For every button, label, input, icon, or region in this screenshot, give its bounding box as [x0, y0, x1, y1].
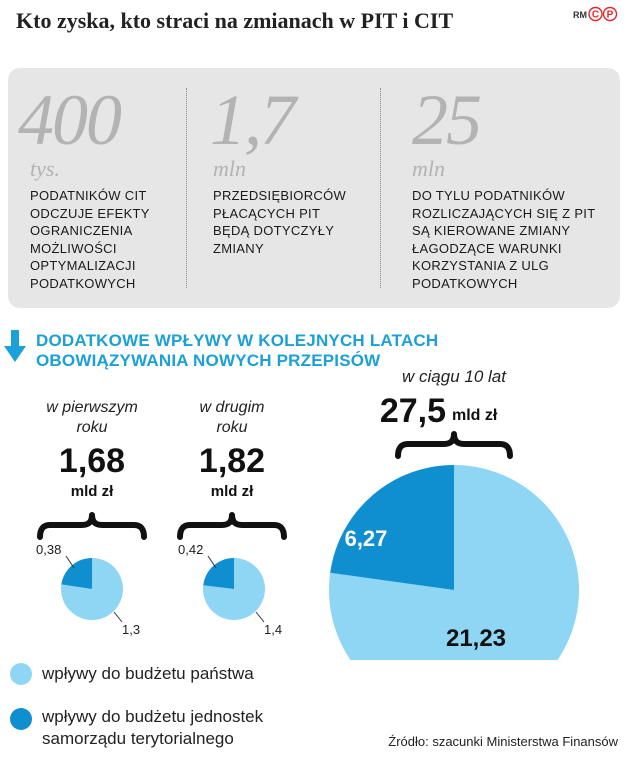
brace: [37, 512, 147, 540]
text-line: BĘDĄ DOTYCZYŁY: [213, 223, 335, 238]
stat-number-taxpayers: 25: [412, 80, 482, 160]
text-line: OPTYMALIZACJI: [30, 258, 136, 273]
text-line: PŁACĄCYCH PIT: [213, 205, 321, 221]
total-unit: mld zł: [211, 483, 254, 500]
total-unit: mld zł: [71, 483, 114, 500]
total-unit: mld zł: [452, 407, 498, 424]
brace: [395, 431, 513, 459]
text-line: DODATKOWE WPŁYWY W KOLEJNYCH LATACH: [36, 331, 439, 350]
text-line: wpływy do budżetu jednostek: [42, 707, 264, 726]
period-label: w drugim: [200, 399, 265, 416]
text-line: MOŻLIWOŚCI: [30, 240, 117, 256]
text-line: KORZYSTANIA Z ULG: [412, 258, 550, 273]
text-line: wpływy do budżetu państwa: [42, 664, 254, 683]
text-line: ŁAGODZĄCE WARUNKI: [412, 240, 562, 256]
arrow-down-icon: [4, 330, 26, 362]
brace: [177, 512, 287, 540]
text-line: OGRANICZENIA: [30, 223, 133, 238]
stat-number-pit: 1,7: [210, 80, 296, 160]
text-line: PODATKOWYCH: [30, 275, 136, 291]
stat-desc-taxpayers: DO TYLU PODATNIKÓW ROZLICZAJĄCYCH SIĘ Z P…: [412, 187, 595, 292]
stat-unit-taxpayers: mln: [412, 156, 445, 181]
data-label: 6,27: [345, 526, 388, 551]
text-line: SĄ KIEROWANE ZMIANY: [412, 223, 571, 238]
data-label: 0,38: [36, 542, 61, 557]
source-note: Źródło: szacunki Ministerstwa Finansów: [388, 734, 618, 749]
copyright-icon: C P: [588, 6, 618, 22]
stats-divider: [380, 88, 381, 288]
label-leader: [255, 611, 265, 623]
total-value: 1,68: [59, 442, 125, 480]
pie-slice-local: [61, 558, 92, 589]
pie-slice-local: [203, 558, 234, 589]
label-leader: [113, 611, 123, 623]
data-label: 1,3: [122, 622, 140, 637]
stat-desc-cit: PODATNIKÓW CIT ODCZUJE EFEKTY OGRANICZENIA…: [30, 187, 150, 292]
pie-slice-state: [203, 558, 265, 620]
stat-unit-cit: tys.: [30, 156, 60, 181]
pie-slice-state: [61, 558, 123, 620]
stats-panel: [8, 68, 620, 308]
page-title: Kto zyska, kto straci na zmianach w PIT …: [16, 8, 454, 33]
text-line: samorządu terytorialnego: [42, 729, 234, 748]
text-line: PRZEDSIĘBIORCÓW: [213, 188, 347, 203]
period-label: roku: [216, 419, 247, 436]
text-line: OBOWIĄZYWANIA NOWYCH PRZEPISÓW: [36, 351, 381, 370]
legend-label-state: wpływy do budżetu państwa: [42, 663, 254, 685]
pie-slice-state: [329, 465, 579, 660]
data-label: 0,42: [178, 542, 203, 557]
stats-divider: [186, 88, 187, 288]
svg-text:C: C: [592, 10, 599, 21]
svg-text:P: P: [607, 10, 614, 21]
legend-swatch-state: [10, 663, 32, 685]
label-leader: [207, 555, 217, 569]
period-label: roku: [76, 419, 107, 436]
legend-swatch-local: [10, 708, 32, 730]
text-line: PODATKOWYCH: [412, 275, 518, 291]
text-line: ZMIANY: [213, 240, 264, 256]
data-label: 1,4: [264, 622, 282, 637]
period-label: w pierwszym: [46, 399, 138, 416]
legend-label-local: wpływy do budżetu jednostek samorządu ter…: [42, 706, 263, 750]
period-label: w ciągu 10 lat: [402, 367, 507, 386]
section-heading: DODATKOWE WPŁYWY W KOLEJNYCH LATACH OBOWI…: [36, 331, 438, 371]
total-value: 27,5: [380, 392, 446, 430]
credit-label: RM: [573, 10, 587, 20]
stat-desc-pit: PRZEDSIĘBIORCÓW PŁACĄCYCH PIT BĘDĄ DOTYCZY…: [213, 187, 346, 257]
data-label: 21,23: [446, 625, 506, 652]
text-line: ODCZUJE EFEKTY: [30, 205, 150, 221]
text-line: PODATNIKÓW CIT: [30, 188, 147, 203]
label-leader: [65, 555, 75, 569]
text-line: DO TYLU PODATNIKÓW: [412, 188, 565, 203]
pie-slice-local: [330, 465, 454, 590]
text-line: ROZLICZAJĄCYCH SIĘ Z PIT: [412, 205, 596, 221]
pie-charts: w pierwszym roku 1,68 mld zł 0,38 1,3 w drugim…: [36, 367, 579, 660]
stat-number-cit: 400: [18, 80, 122, 160]
total-value: 1,82: [199, 442, 265, 480]
stat-unit-pit: mln: [213, 156, 246, 181]
